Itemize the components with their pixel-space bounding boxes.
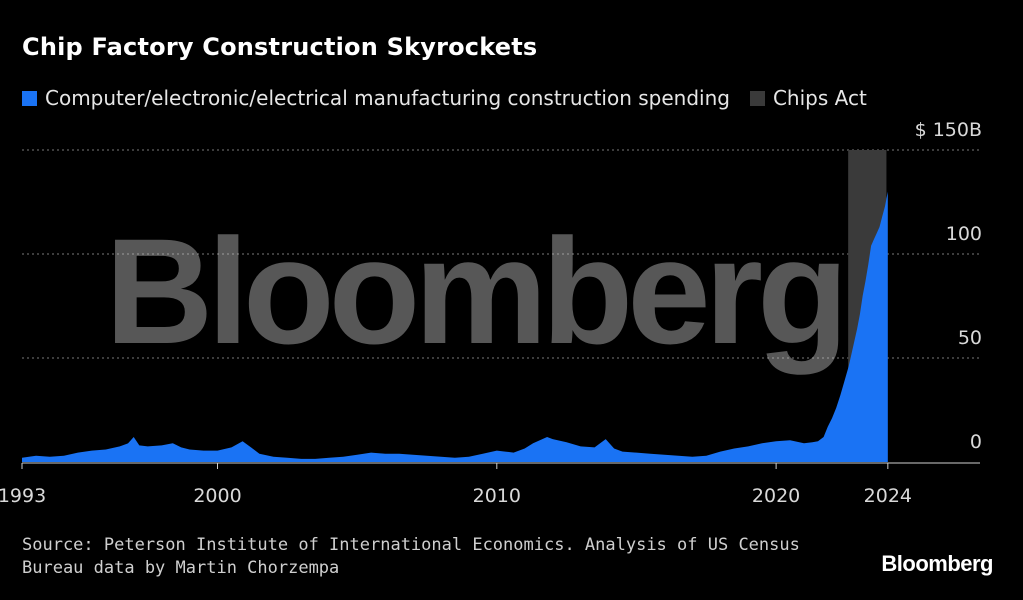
y-axis-ticks: 0 50 100 $ 150B [915,119,982,453]
legend-item-chips-act: Chips Act [749,86,867,110]
x-tick-label: 2010 [473,485,521,507]
x-tick-label: 1993 [0,485,46,507]
y-tick-label: 50 [958,327,982,349]
chart-title: Chip Factory Construction Skyrockets [22,33,538,61]
source-note: Source: Peterson Institute of Internatio… [22,534,822,580]
legend-swatch-spending [22,90,37,106]
source-line-2: Bureau data by Martin Chorzempa [22,558,340,578]
legend-swatch-chips-act [749,90,765,106]
bloomberg-watermark: Bloomberg [105,207,843,375]
x-tick-label: 2024 [864,485,912,507]
y-tick-label: 100 [946,223,982,245]
source-line-1: Source: Peterson Institute of Internatio… [22,535,800,555]
legend-label-spending: Computer/electronic/electrical manufactu… [45,86,730,110]
y-tick-label: 0 [970,431,982,453]
y-tick-label: $ 150B [915,119,982,141]
x-tick-label: 2000 [193,485,241,507]
legend-item-spending: Computer/electronic/electrical manufactu… [22,86,730,110]
x-tick-label: 2020 [752,485,800,507]
x-axis-ticks: 1993 2000 2010 2020 2024 [0,463,912,507]
legend-label-chips-act: Chips Act [772,86,867,110]
legend: Computer/electronic/electrical manufactu… [22,85,887,111]
bloomberg-logo: Bloomberg [881,551,993,576]
